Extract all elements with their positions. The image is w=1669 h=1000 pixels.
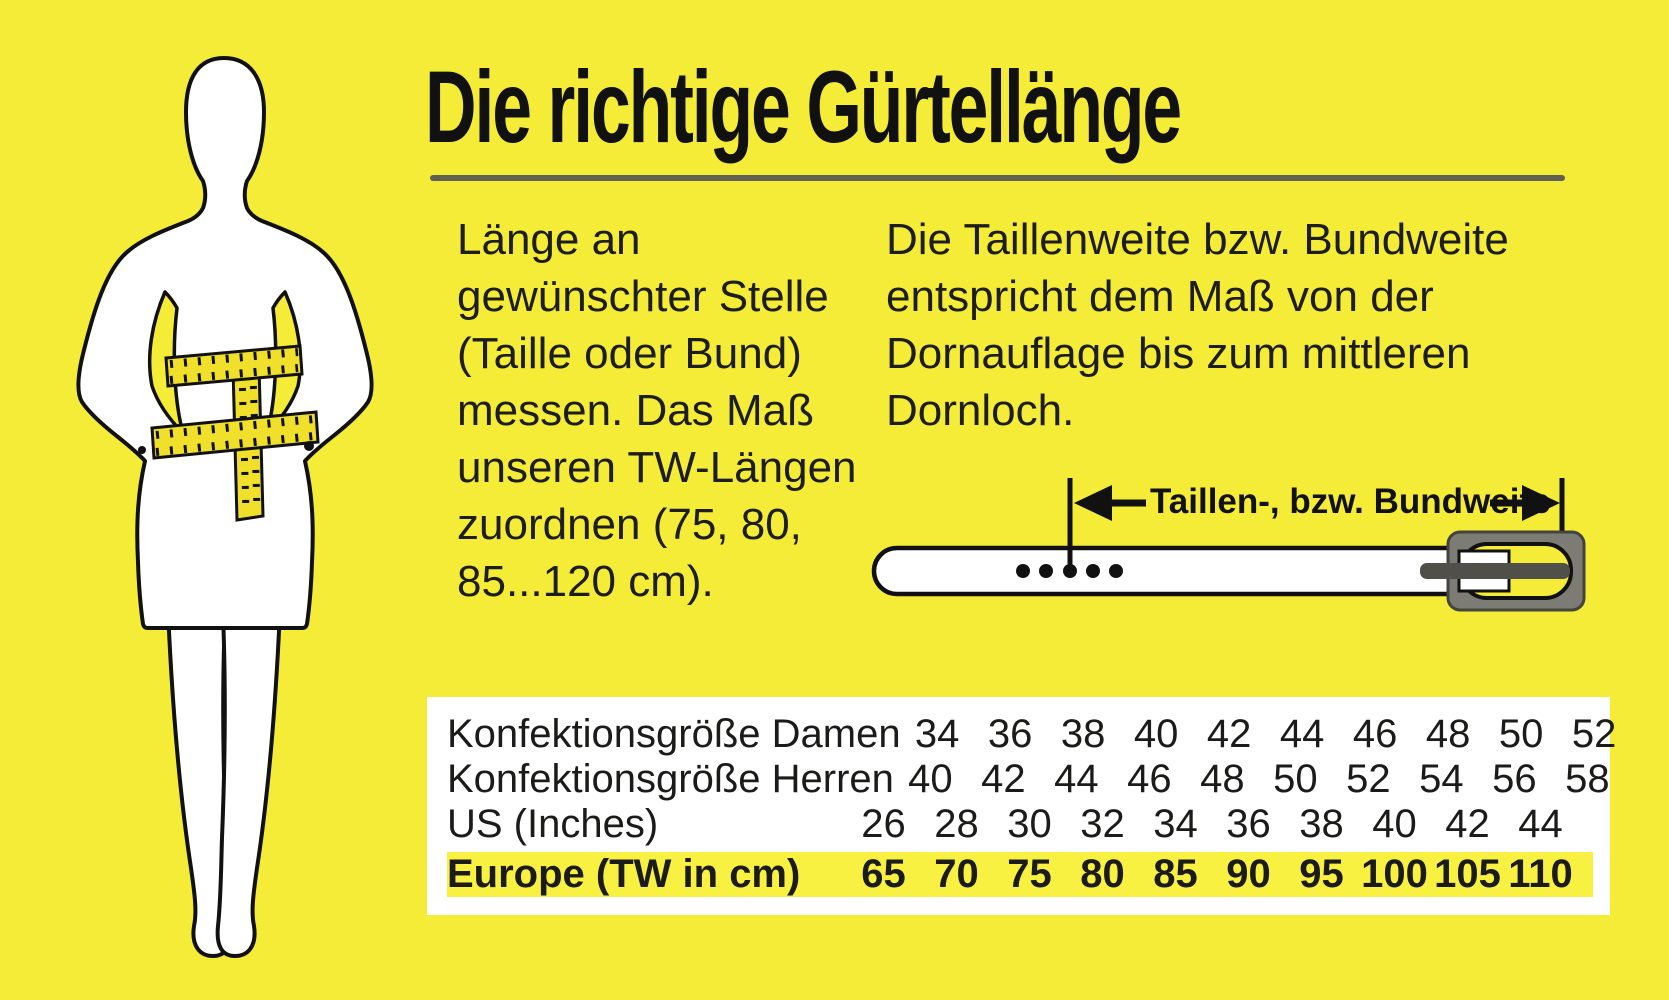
belt-measure-label: Taillen-, bzw. Bundweite xyxy=(1150,482,1551,521)
hip-dots xyxy=(138,441,314,454)
size-value: 40 xyxy=(1372,802,1417,846)
size-value: 44 xyxy=(1279,712,1325,756)
size-value: 58 xyxy=(1565,757,1610,801)
size-value: 52 xyxy=(1571,712,1617,756)
size-value: 48 xyxy=(1425,712,1471,756)
row-label: Konfektionsgröße Herren xyxy=(447,757,894,801)
size-value: 34 xyxy=(914,712,960,756)
table-row-highlighted: Europe (TW in cm) 65 70 75 80 85 90 95 1… xyxy=(447,852,1593,897)
size-value: 36 xyxy=(987,712,1033,756)
title-underline xyxy=(430,175,1565,181)
table-row: Konfektionsgröße Damen 34 36 38 40 42 44… xyxy=(427,712,1616,757)
size-value: 40 xyxy=(1133,712,1179,756)
belt-buckle xyxy=(1420,530,1586,612)
size-value: 90 xyxy=(1226,852,1271,896)
size-value: 38 xyxy=(1060,712,1106,756)
size-value: 95 xyxy=(1299,852,1344,896)
size-value: 50 xyxy=(1273,757,1318,801)
page-title: Die richtige Gürtellänge xyxy=(425,50,1182,164)
size-value: 28 xyxy=(934,802,979,846)
size-value: 85 xyxy=(1153,852,1198,896)
size-value: 42 xyxy=(981,757,1026,801)
size-value: 56 xyxy=(1492,757,1537,801)
measuring-instructions-text: Länge an gewünschter Stelle (Taille oder… xyxy=(457,215,857,606)
arrow-left-icon xyxy=(1074,485,1146,521)
size-value: 46 xyxy=(1127,757,1172,801)
size-value: 70 xyxy=(934,852,979,896)
size-value: 46 xyxy=(1352,712,1398,756)
size-value: 100 xyxy=(1361,852,1428,896)
figure-body xyxy=(76,56,374,630)
measuring-tape xyxy=(150,344,320,522)
size-value: 65 xyxy=(861,852,906,896)
size-value: 26 xyxy=(861,802,906,846)
size-value: 50 xyxy=(1498,712,1544,756)
buckle-prong xyxy=(1420,563,1570,579)
waist-width-definition-text: Die Taillenweite bzw. Bundweite entspric… xyxy=(886,215,1509,435)
size-value: 44 xyxy=(1054,757,1099,801)
belt-illustration xyxy=(871,478,1586,612)
size-value: 52 xyxy=(1346,757,1391,801)
figure-legs xyxy=(166,608,282,958)
size-value: 42 xyxy=(1206,712,1252,756)
size-value: 38 xyxy=(1299,802,1344,846)
size-value: 44 xyxy=(1518,802,1563,846)
row-label: Konfektionsgröße Damen xyxy=(447,712,901,756)
size-value: 54 xyxy=(1419,757,1464,801)
size-value: 40 xyxy=(908,757,953,801)
table-row: Konfektionsgröße Herren 40 42 44 46 48 5… xyxy=(427,757,1610,802)
size-value: 80 xyxy=(1080,852,1125,896)
size-value: 32 xyxy=(1080,802,1125,846)
size-value: 75 xyxy=(1007,852,1052,896)
figure-silhouette xyxy=(76,56,374,958)
size-value: 34 xyxy=(1153,802,1198,846)
size-conversion-table: Konfektionsgröße Damen 34 36 38 40 42 44… xyxy=(427,697,1616,915)
size-value: 110 xyxy=(1508,852,1573,896)
row-label: Europe (TW in cm) xyxy=(447,852,801,896)
size-value: 105 xyxy=(1434,852,1501,896)
table-row: US (Inches) 26 28 30 32 34 36 38 40 42 4… xyxy=(427,802,1610,847)
size-value: 48 xyxy=(1200,757,1245,801)
arrow-right-icon xyxy=(1490,485,1560,521)
size-value: 36 xyxy=(1226,802,1271,846)
size-value: 30 xyxy=(1007,802,1052,846)
size-value: 42 xyxy=(1445,802,1490,846)
belt-holes xyxy=(1016,564,1123,578)
row-label: US (Inches) xyxy=(447,802,659,846)
